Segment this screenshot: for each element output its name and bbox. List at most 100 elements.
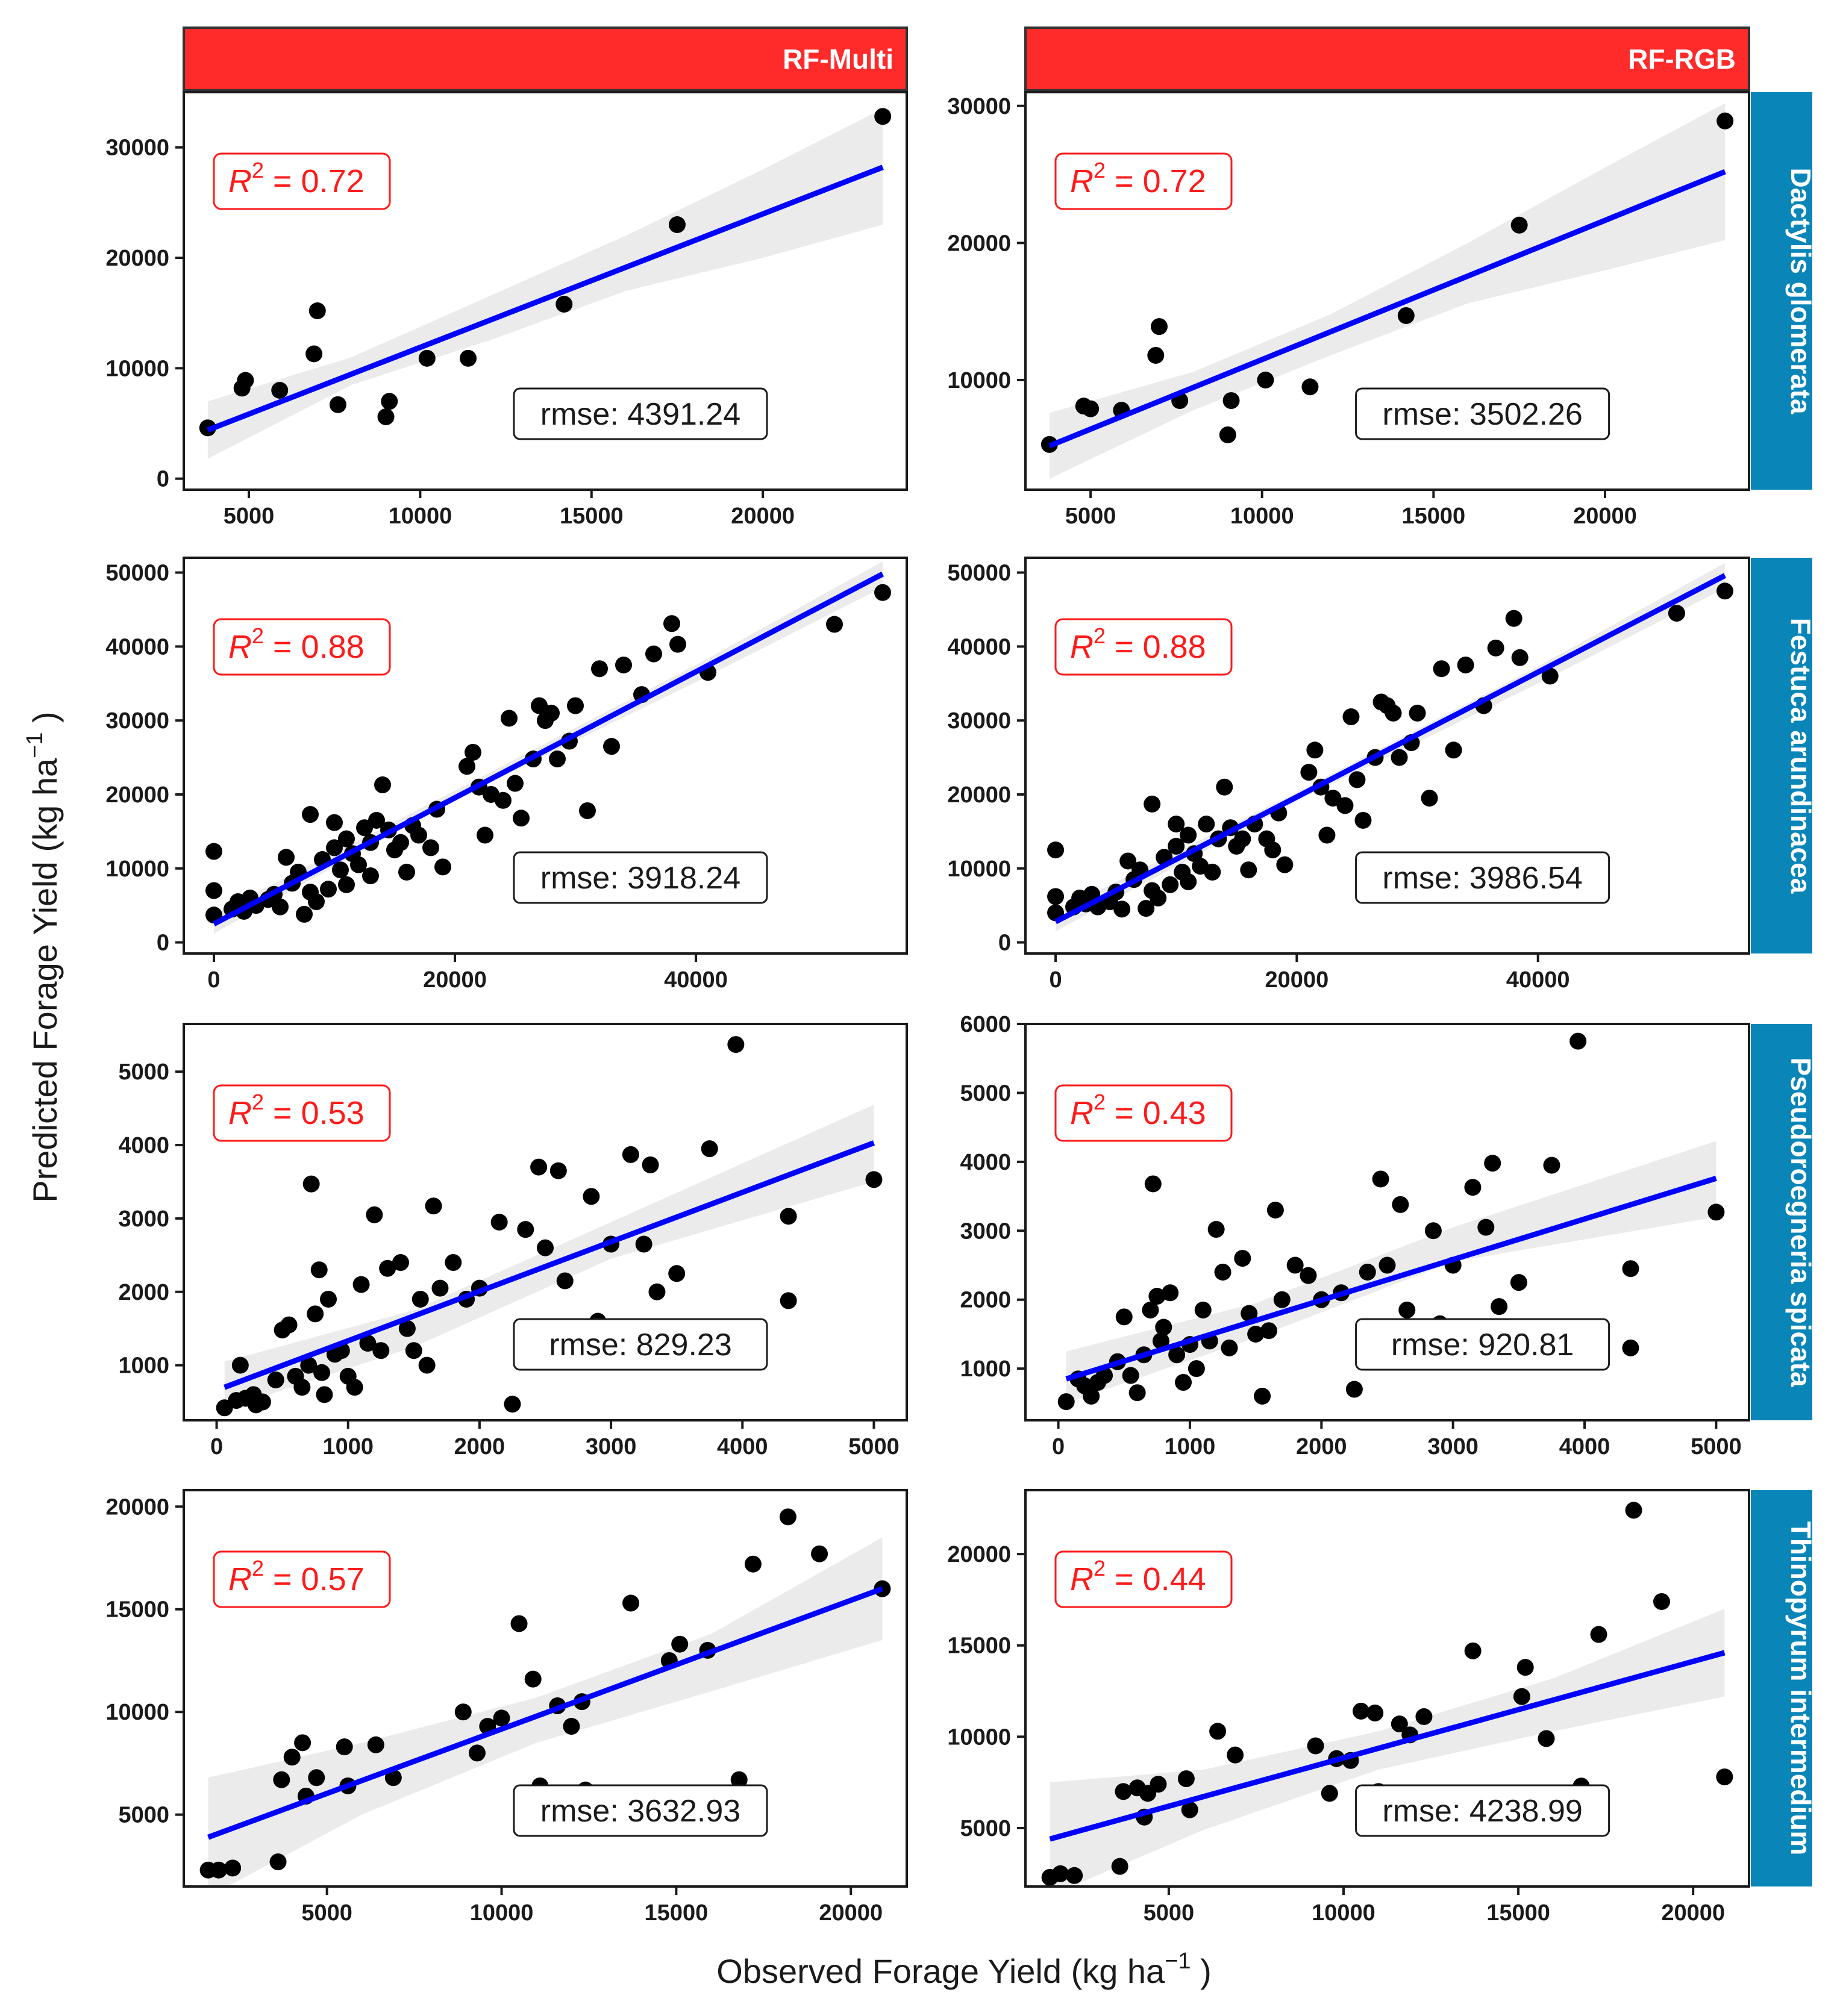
plot-area: [1047, 563, 1733, 932]
y-tick-label: 10000: [947, 857, 1011, 882]
x-tick-label: 15000: [1402, 504, 1466, 529]
y-axis-title: Predicted Forage Yield (kg ha−1 ): [22, 711, 64, 1202]
x-tick-label: 5000: [1065, 504, 1116, 529]
data-point: [1148, 1288, 1166, 1305]
data-point: [465, 743, 481, 761]
y-tick-label: 10000: [947, 1724, 1011, 1750]
y-tick-label: 4000: [118, 1133, 169, 1158]
data-point: [507, 775, 524, 792]
data-point: [1707, 1203, 1725, 1221]
data-point: [1162, 876, 1179, 893]
data-point: [1052, 1865, 1069, 1882]
x-tick-label: 40000: [664, 967, 728, 993]
rmse-label-box: [513, 387, 768, 440]
y-tick-label: 20000: [947, 782, 1011, 808]
data-point: [454, 1703, 472, 1721]
data-point: [1352, 1702, 1369, 1720]
data-point: [1144, 795, 1161, 813]
data-point: [293, 1379, 311, 1396]
row-strip: [1751, 558, 1812, 953]
data-point: [367, 1736, 384, 1753]
data-point: [1300, 1267, 1317, 1284]
data-point: [1348, 771, 1366, 788]
scatter-panel: 0 20000 40000 0 10000 20000 30000 40000 50000 R2 …: [105, 557, 908, 993]
data-point: [1207, 1221, 1225, 1238]
y-tick-label: 40000: [947, 634, 1011, 660]
data-point: [1421, 790, 1438, 807]
data-point: [1397, 307, 1415, 324]
data-point: [671, 1635, 689, 1653]
data-point: [356, 819, 373, 837]
column-strip: [1024, 27, 1750, 92]
data-point: [1047, 888, 1065, 905]
data-point: [1409, 704, 1426, 722]
data-point: [1138, 900, 1155, 917]
data-point: [254, 1393, 271, 1411]
data-point: [1307, 1737, 1324, 1755]
data-point: [1590, 1626, 1607, 1643]
data-point: [338, 876, 355, 893]
data-point: [1625, 1502, 1642, 1519]
r2-label: R2 = 0.88: [228, 623, 365, 665]
data-point: [874, 584, 891, 601]
data-point: [308, 893, 325, 911]
y-tick-label: 4000: [960, 1150, 1011, 1175]
x-tick-label: 20000: [1573, 504, 1637, 529]
y-tick-label: 10000: [105, 857, 169, 882]
rmse-label-box: [1355, 1784, 1610, 1837]
x-tick-label: 5000: [848, 1434, 900, 1459]
data-point: [510, 1615, 528, 1632]
data-point: [336, 1738, 353, 1756]
data-point: [1424, 1222, 1442, 1240]
data-point: [1342, 708, 1360, 726]
data-point: [320, 1290, 337, 1308]
plot-area: [205, 561, 891, 934]
data-point: [1273, 1291, 1291, 1308]
data-point: [1491, 1298, 1508, 1315]
plot-area: [199, 108, 892, 459]
rmse-label-box: [513, 1784, 768, 1837]
data-point: [603, 738, 620, 755]
data-point: [591, 660, 608, 678]
data-point: [1122, 1367, 1139, 1384]
x-tick-label: 4000: [717, 1434, 768, 1459]
data-point: [1188, 1360, 1205, 1378]
rmse-label-box: [1355, 851, 1610, 904]
data-point: [826, 616, 843, 633]
data-point: [418, 349, 436, 367]
y-tick-label: 5000: [960, 1081, 1011, 1106]
data-point: [1433, 660, 1450, 678]
data-point: [635, 1235, 652, 1253]
plot-area: [199, 1508, 891, 1886]
data-point: [501, 710, 518, 727]
x-tick-label: 4000: [1559, 1434, 1610, 1459]
data-point: [237, 372, 254, 389]
x-tick-label: 0: [207, 967, 220, 993]
data-point: [1653, 1593, 1670, 1610]
data-point: [320, 881, 337, 898]
x-tick-label: 5000: [224, 504, 275, 529]
scatter-panel: 5000 10000 15000 20000 5000 10000 15000 20000 R2…: [105, 1489, 908, 1926]
data-point: [267, 1371, 284, 1388]
data-point: [271, 382, 289, 399]
y-tick-label: 40000: [105, 634, 169, 660]
y-tick-label: 5000: [960, 1816, 1011, 1841]
data-point: [302, 1175, 320, 1193]
data-point: [513, 810, 530, 827]
data-point: [1168, 837, 1185, 855]
data-point: [1177, 1770, 1195, 1788]
column-strip: [183, 27, 908, 92]
data-point: [392, 834, 409, 851]
y-tick-label: 6000: [960, 1012, 1011, 1037]
rmse-label: rmse: 3502.26: [1382, 397, 1582, 432]
data-point: [1505, 610, 1522, 627]
data-point: [1286, 1256, 1304, 1274]
regression-line: [1065, 1176, 1717, 1382]
data-point: [555, 296, 573, 313]
y-tick-label: 20000: [105, 1494, 169, 1520]
x-tick-label: 15000: [645, 1900, 709, 1926]
y-tick-label: 50000: [947, 561, 1011, 586]
rmse-label-box: [1355, 1318, 1610, 1371]
scatter-panel: 5000 10000 15000 20000 0 10000 20000 30000 R2 = …: [105, 91, 908, 529]
data-point: [307, 1305, 324, 1323]
